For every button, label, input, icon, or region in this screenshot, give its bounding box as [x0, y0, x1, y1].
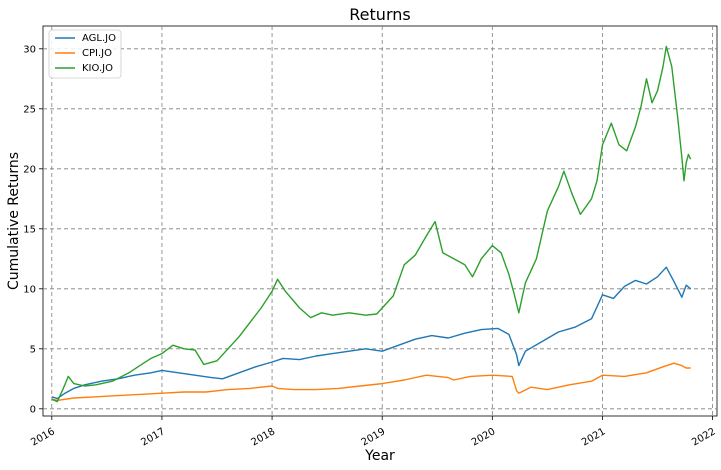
x-tick-label: 2019 [360, 426, 388, 448]
x-tick-label: 2018 [250, 426, 278, 448]
y-tick-label: 25 [23, 104, 36, 115]
plot-area [42, 25, 718, 417]
y-tick-label: 10 [23, 284, 36, 295]
x-tick-label: 2021 [580, 426, 608, 448]
series-line-agl-jo [51, 266, 692, 400]
chart-title: Returns [349, 5, 410, 24]
legend: AGL.JO CPI.JO KIO.JO [48, 29, 122, 79]
y-tick-label: 15 [23, 224, 36, 235]
legend-label-cpi: CPI.JO [82, 48, 112, 59]
x-axis-ticks: 2016 2017 2018 2019 2020 2021 2022 [29, 416, 718, 449]
x-tick-label: 2017 [139, 426, 167, 448]
y-tick-label: 0 [30, 404, 36, 415]
x-tick-label: 2020 [470, 426, 498, 448]
legend-label-kio: KIO.JO [82, 63, 113, 74]
series-lines [51, 45, 692, 403]
x-tick-label: 2022 [690, 426, 718, 448]
y-tick-label: 20 [23, 164, 36, 175]
x-tick-label: 2016 [29, 426, 57, 448]
legend-box [48, 29, 122, 79]
series-line-cpi-jo [51, 362, 691, 402]
y-tick-label: 30 [23, 44, 36, 55]
y-tick-label: 5 [30, 344, 36, 355]
y-axis-ticks: 0 5 10 15 20 25 30 [23, 44, 43, 415]
y-axis-label: Cumulative Returns [6, 152, 22, 290]
series-line-kio-jo [51, 45, 692, 403]
x-axis-label: Year [364, 448, 395, 464]
legend-label-agl: AGL.JO [82, 33, 116, 44]
grid [43, 26, 717, 416]
